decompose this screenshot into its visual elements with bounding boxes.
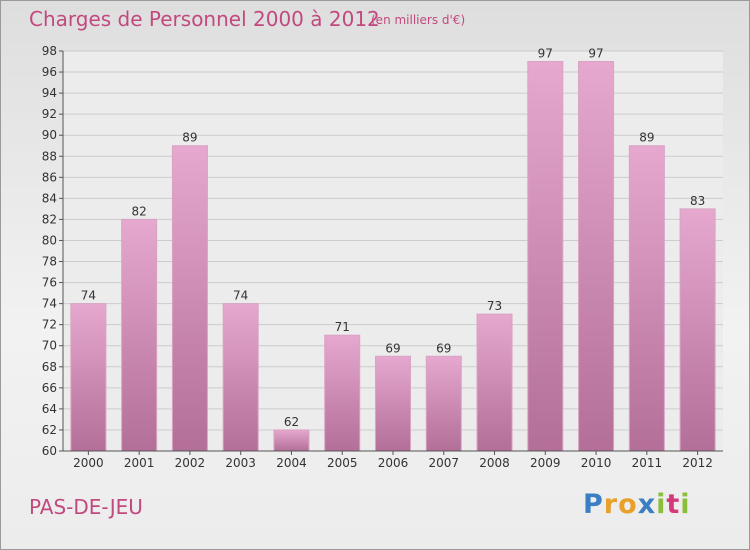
y-tick-label: 68 xyxy=(42,360,57,374)
y-tick-label: 60 xyxy=(42,444,57,458)
y-tick-label: 88 xyxy=(42,149,57,163)
y-tick-label: 84 xyxy=(42,191,57,205)
data-label: 89 xyxy=(182,131,197,145)
x-tick-label: 2000 xyxy=(73,456,104,470)
logo-letter: P xyxy=(583,489,604,520)
bar-2005 xyxy=(324,334,361,452)
x-tick-label: 2007 xyxy=(428,456,459,470)
data-label: 69 xyxy=(436,341,451,355)
bars: 74 82 89 74 62 71 69 69 73 97 97 89 83 xyxy=(70,47,716,452)
y-tick-label: 78 xyxy=(42,255,57,269)
y-tick-label: 98 xyxy=(42,44,57,58)
bar-2012 xyxy=(679,208,716,452)
y-tick-label: 82 xyxy=(42,212,57,226)
x-tick-label: 2005 xyxy=(327,456,358,470)
y-tick-label: 72 xyxy=(42,318,57,332)
data-label: 74 xyxy=(233,289,248,303)
x-tick-label: 2002 xyxy=(175,456,206,470)
x-tick-label: 2004 xyxy=(276,456,307,470)
bar-2010 xyxy=(578,61,615,452)
x-tick-label: 2006 xyxy=(378,456,409,470)
data-label: 97 xyxy=(588,47,603,61)
y-tick-label: 92 xyxy=(42,107,57,121)
chart-title: Charges de Personnel 2000 à 2012 xyxy=(29,7,380,31)
bar-2003 xyxy=(222,303,259,452)
y-tick-label: 94 xyxy=(42,86,57,100)
data-label: 97 xyxy=(538,47,553,61)
y-tick-label: 74 xyxy=(42,297,57,311)
bar-2008 xyxy=(476,313,513,452)
y-tick-label: 70 xyxy=(42,339,57,353)
y-tick-label: 76 xyxy=(42,276,57,290)
bar-2011 xyxy=(628,145,665,452)
logo-letter: t xyxy=(666,489,681,520)
bar-2001 xyxy=(121,218,158,452)
proxiti-logo: Proxiti xyxy=(583,489,691,520)
data-label: 71 xyxy=(335,320,350,334)
y-tick-label: 90 xyxy=(42,128,57,142)
x-tick-label: 2012 xyxy=(682,456,713,470)
logo-letter: i xyxy=(656,489,667,520)
logo-letter: o xyxy=(618,489,638,520)
y-tick-label: 86 xyxy=(42,170,57,184)
axes: 60 62 64 66 68 70 72 74 76 78 80 82 84 86 88 90 92 94 96 98… xyxy=(42,44,723,470)
x-tick-label: 2003 xyxy=(225,456,256,470)
bar-2004 xyxy=(273,429,310,452)
data-label: 83 xyxy=(690,194,705,208)
bar-2007 xyxy=(425,355,462,452)
y-tick-label: 96 xyxy=(42,65,57,79)
bar-2002 xyxy=(171,145,208,452)
x-tick-label: 2011 xyxy=(632,456,663,470)
logo-letter: r xyxy=(603,489,619,520)
x-tick-label: 2008 xyxy=(479,456,510,470)
logo-letter: x xyxy=(637,489,657,520)
bar-2006 xyxy=(375,355,411,452)
x-tick-label: 2010 xyxy=(581,456,612,470)
data-label: 74 xyxy=(81,289,96,303)
bar-2009 xyxy=(527,61,564,452)
chart-subtitle: (en milliers d'€) xyxy=(371,13,466,27)
data-label: 73 xyxy=(487,299,502,313)
x-tick-label: 2001 xyxy=(124,456,155,470)
y-tick-label: 66 xyxy=(42,381,57,395)
y-tick-label: 80 xyxy=(42,233,57,247)
y-tick-label: 64 xyxy=(42,402,57,416)
data-label: 69 xyxy=(385,341,400,355)
data-label: 62 xyxy=(284,415,299,429)
y-tick-label: 62 xyxy=(42,423,57,437)
data-label: 82 xyxy=(132,204,147,218)
logo-letter: i xyxy=(680,489,691,520)
x-tick-label: 2009 xyxy=(530,456,561,470)
commune-name: PAS-DE-JEU xyxy=(29,495,143,519)
bar-2000 xyxy=(70,303,107,452)
data-label: 89 xyxy=(639,131,654,145)
